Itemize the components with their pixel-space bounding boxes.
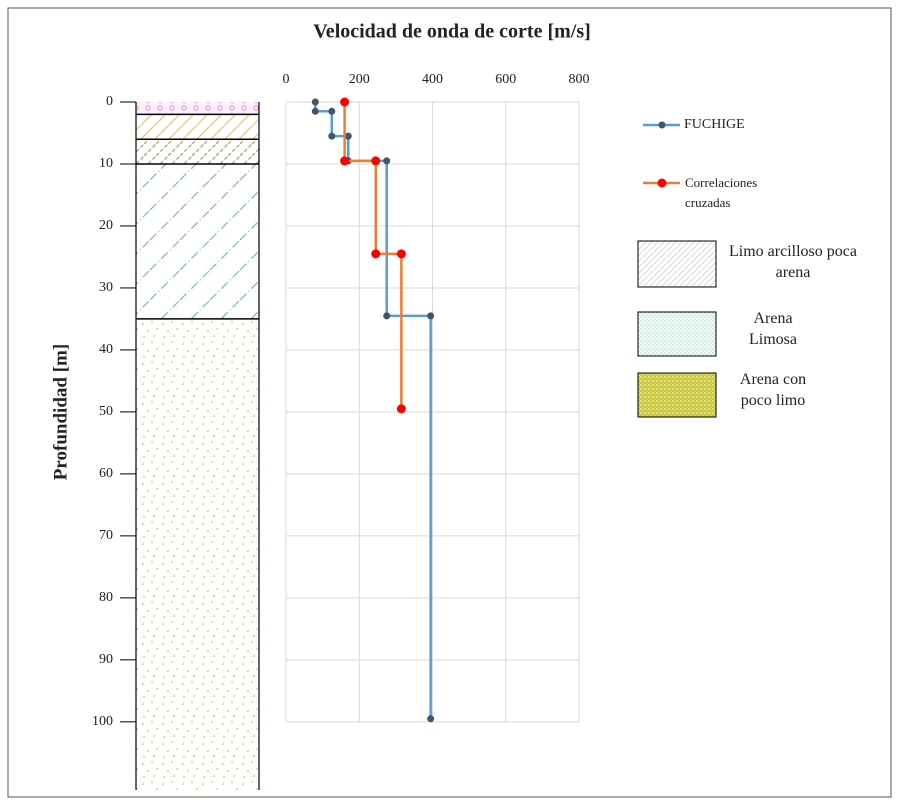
point [340, 97, 350, 107]
point [340, 156, 350, 166]
legend-label: Correlaciones cruzadas [685, 175, 758, 210]
soil-layer [136, 114, 259, 140]
x-tick-label: 0 [283, 72, 290, 87]
point [383, 312, 391, 320]
y-tick-label: 90 [99, 652, 113, 667]
soil-swatch [637, 311, 717, 357]
point [371, 249, 381, 259]
point [371, 156, 381, 166]
soil-swatch [637, 240, 717, 288]
point [328, 132, 336, 140]
point [427, 715, 435, 723]
soil-layer [136, 163, 259, 319]
series-line [314, 102, 432, 719]
x-tick-label: 600 [495, 72, 516, 87]
soil-layer [136, 318, 259, 790]
legend-label: FUCHIGE [684, 117, 745, 132]
legend-marker [658, 121, 666, 129]
y-tick-label: 50 [99, 404, 113, 419]
point [396, 404, 406, 414]
y-tick-label: 80 [99, 590, 113, 605]
point [328, 107, 336, 115]
soil-layer [136, 102, 259, 115]
frame [7, 7, 892, 798]
y-tick-label: 100 [92, 714, 113, 729]
x-tick-label: 200 [349, 72, 370, 87]
y-tick-label: 30 [99, 280, 113, 295]
y-tick-label: 20 [99, 218, 113, 233]
y-tick-label: 40 [99, 342, 113, 357]
point [311, 98, 319, 106]
point [344, 132, 352, 140]
soil-legend-label: Arena con poco limo [739, 371, 807, 409]
x-tick-label: 400 [422, 72, 443, 87]
chart-title: Velocidad de onda de corte [m/s] [313, 21, 591, 43]
point [383, 157, 391, 165]
soil-legend-label: Arena Limosa [749, 310, 797, 348]
soil-layer [136, 139, 259, 164]
y-axis-label: Profundidad [m] [50, 344, 71, 480]
x-tick-label: 800 [569, 72, 590, 87]
y-tick-label: 0 [106, 94, 113, 109]
soil-legend-label: Limo arcilloso poca arena [729, 243, 857, 281]
point [396, 249, 406, 259]
y-tick-label: 70 [99, 528, 113, 543]
legend-marker [657, 178, 667, 188]
y-tick-label: 60 [99, 466, 113, 481]
y-tick-label: 10 [99, 156, 113, 171]
point [311, 107, 319, 115]
series-line [343, 102, 403, 409]
soil-swatch [637, 372, 717, 418]
point [427, 312, 435, 320]
